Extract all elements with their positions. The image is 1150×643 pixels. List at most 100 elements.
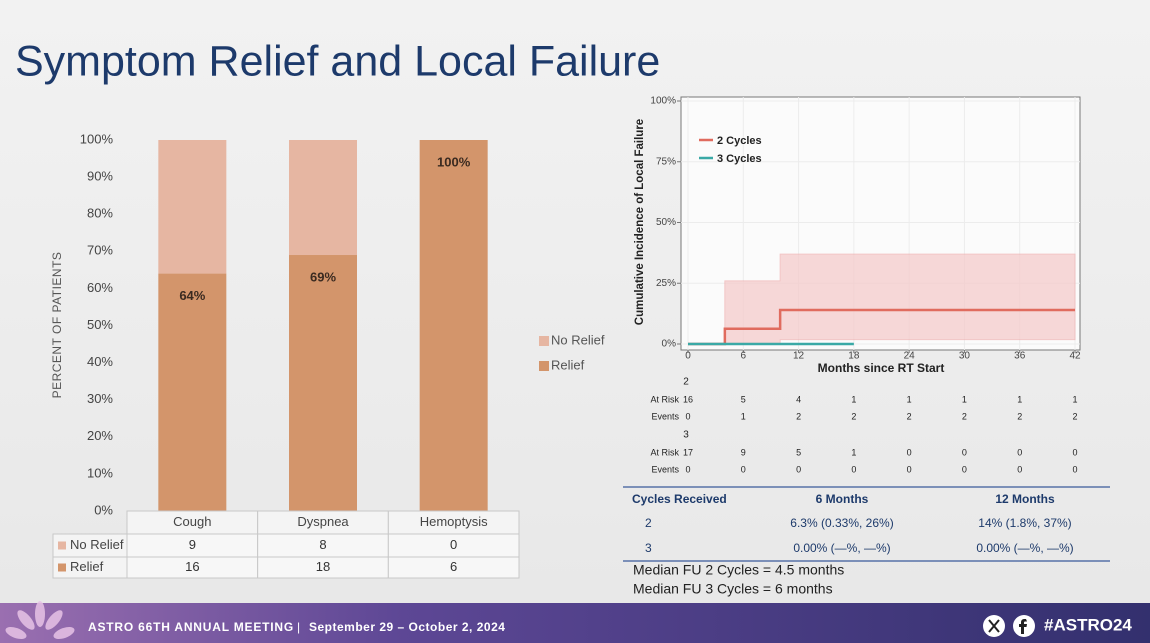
risk-row-label: At Risk bbox=[650, 447, 679, 457]
x-tick-label: 36 bbox=[1014, 351, 1026, 362]
footer-meeting: ASTRO 66TH ANNUAL MEETING bbox=[88, 620, 294, 634]
x-tick-label: 0 bbox=[685, 351, 691, 362]
risk-group-label: 3 bbox=[683, 430, 689, 441]
risk-value: 0 bbox=[741, 464, 746, 474]
y-tick-label: 80% bbox=[87, 206, 113, 221]
table-value: 6 bbox=[450, 559, 457, 574]
risk-value: 0 bbox=[1017, 447, 1022, 457]
y-tick-label: 100% bbox=[650, 96, 676, 107]
y-tick-label: 0% bbox=[662, 339, 677, 350]
table-swatch bbox=[58, 541, 66, 550]
bar-segment bbox=[289, 140, 357, 256]
risk-value: 9 bbox=[741, 447, 746, 457]
bar-segment bbox=[158, 273, 227, 511]
x-tick-label: Hemoptysis bbox=[420, 514, 488, 529]
y-tick-label: 40% bbox=[87, 354, 113, 369]
risk-value: 2 bbox=[907, 411, 912, 421]
risk-value: 1 bbox=[1072, 394, 1077, 404]
y-tick-label: 30% bbox=[87, 391, 113, 406]
table-row-label: Relief bbox=[70, 559, 104, 574]
risk-value: 5 bbox=[796, 447, 801, 457]
table-value: 9 bbox=[189, 537, 196, 552]
data-label: 69% bbox=[310, 269, 336, 284]
legend-swatch bbox=[539, 336, 549, 346]
table-cell: 0.00% (—%, —%) bbox=[793, 541, 890, 555]
risk-value: 2 bbox=[1017, 411, 1022, 421]
footer-separator: | bbox=[297, 620, 300, 634]
x-tick-label: 18 bbox=[848, 351, 860, 362]
legend-label: No Relief bbox=[551, 332, 605, 347]
table-cell: 2 bbox=[645, 516, 652, 530]
risk-value: 0 bbox=[907, 447, 912, 457]
risk-row-label: At Risk bbox=[650, 394, 679, 404]
risk-value: 0 bbox=[1072, 447, 1077, 457]
x-glyph bbox=[988, 619, 1000, 633]
x-tick-label: Cough bbox=[173, 514, 211, 529]
y-axis-label: PERCENT OF PATIENTS bbox=[50, 252, 64, 399]
footer-hashtag: #ASTRO24 bbox=[1044, 615, 1132, 634]
table-swatch bbox=[58, 563, 66, 572]
y-tick-label: 0% bbox=[94, 502, 113, 517]
risk-value: 1 bbox=[1017, 394, 1022, 404]
legend-label: 3 Cycles bbox=[717, 153, 762, 165]
legend-label: Relief bbox=[551, 357, 585, 372]
x-tick-label: 30 bbox=[959, 351, 971, 362]
table-value: 18 bbox=[316, 559, 330, 574]
bar-segment bbox=[419, 140, 488, 511]
risk-value: 0 bbox=[685, 411, 690, 421]
x-tick-label: 12 bbox=[793, 351, 805, 362]
risk-value: 4 bbox=[796, 394, 801, 404]
data-label: 100% bbox=[437, 154, 471, 169]
risk-value: 1 bbox=[907, 394, 912, 404]
slide-title: Symptom Relief and Local Failure bbox=[15, 37, 660, 85]
x-tick-label: 6 bbox=[741, 351, 747, 362]
risk-value: 17 bbox=[683, 447, 693, 457]
risk-value: 1 bbox=[741, 411, 746, 421]
bar-segment bbox=[158, 140, 227, 274]
y-tick-label: 75% bbox=[656, 156, 676, 167]
x-tick-label: Dyspnea bbox=[297, 514, 349, 529]
risk-value: 2 bbox=[851, 411, 856, 421]
y-tick-label: 50% bbox=[87, 317, 113, 332]
risk-value: 5 bbox=[741, 394, 746, 404]
risk-value: 0 bbox=[1072, 464, 1077, 474]
y-tick-label: 20% bbox=[87, 428, 113, 443]
risk-value: 0 bbox=[685, 464, 690, 474]
risk-value: 2 bbox=[962, 411, 967, 421]
table-header: Cycles Received bbox=[632, 492, 727, 506]
y-tick-label: 90% bbox=[87, 169, 113, 184]
risk-value: 1 bbox=[851, 447, 856, 457]
y-tick-label: 50% bbox=[656, 217, 676, 228]
risk-value: 0 bbox=[851, 464, 856, 474]
risk-value: 1 bbox=[962, 394, 967, 404]
note: Median FU 2 Cycles = 4.5 months bbox=[633, 562, 844, 578]
table-cell: 6.3% (0.33%, 26%) bbox=[790, 516, 893, 530]
risk-row-label: Events bbox=[651, 411, 679, 421]
y-tick-label: 25% bbox=[656, 278, 676, 289]
y-tick-label: 100% bbox=[80, 131, 114, 146]
y-axis-label: Cumulative Incidence of Local Failure bbox=[634, 119, 646, 325]
risk-value: 0 bbox=[796, 464, 801, 474]
note: Median FU 3 Cycles = 6 months bbox=[633, 581, 833, 597]
table-cell bbox=[387, 556, 520, 579]
table-header: 12 Months bbox=[995, 492, 1055, 506]
risk-row-label: Events bbox=[651, 464, 679, 474]
risk-value: 0 bbox=[1017, 464, 1022, 474]
risk-value: 2 bbox=[796, 411, 801, 421]
y-tick-label: 70% bbox=[87, 243, 113, 258]
table-cell: 0.00% (—%, —%) bbox=[976, 541, 1073, 555]
x-tick-label: 42 bbox=[1069, 351, 1081, 362]
risk-value: 16 bbox=[683, 394, 693, 404]
risk-value: 2 bbox=[1072, 411, 1077, 421]
risk-value: 1 bbox=[851, 394, 856, 404]
risk-value: 0 bbox=[962, 464, 967, 474]
y-tick-label: 60% bbox=[87, 280, 113, 295]
table-value: 16 bbox=[185, 559, 199, 574]
risk-value: 0 bbox=[962, 447, 967, 457]
x-axis-label: Months since RT Start bbox=[818, 361, 945, 375]
bar-segment bbox=[289, 255, 357, 511]
facebook-glyph bbox=[1019, 619, 1027, 634]
footer-logo bbox=[5, 601, 75, 640]
footer-band bbox=[0, 603, 1150, 643]
